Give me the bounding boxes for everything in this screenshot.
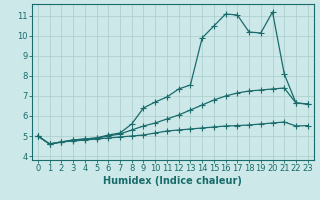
X-axis label: Humidex (Indice chaleur): Humidex (Indice chaleur): [103, 176, 242, 186]
